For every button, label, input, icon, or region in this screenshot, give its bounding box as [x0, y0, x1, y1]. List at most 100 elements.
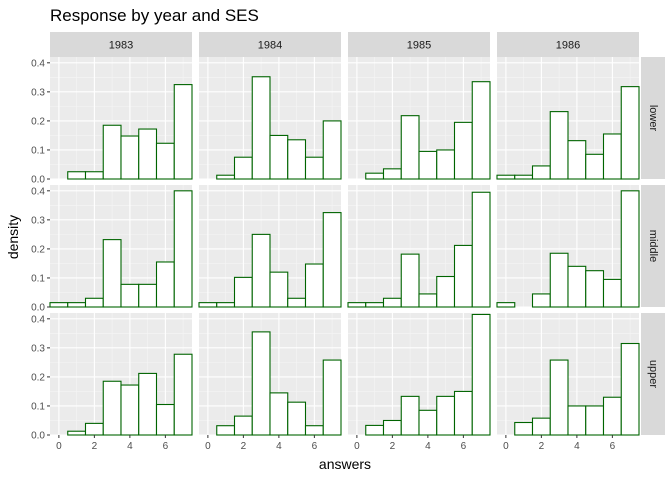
histogram-bar	[585, 270, 605, 308]
x-tick-label: 4	[127, 441, 133, 452]
facet-strip-col-1983	[50, 32, 192, 57]
histogram-bar	[198, 302, 218, 308]
histogram-bar	[155, 142, 175, 180]
histogram-bar	[173, 84, 193, 180]
histogram-bar	[453, 390, 473, 436]
x-tick-label: 2	[92, 441, 98, 452]
histogram-bar	[216, 174, 236, 180]
x-tick-label: 0	[205, 441, 211, 452]
x-tick-label: 6	[163, 441, 169, 452]
histogram-bar	[304, 425, 324, 436]
y-axis-title: density	[5, 215, 21, 259]
facet-strip-label-1984: 1984	[258, 40, 282, 52]
histogram-bar	[400, 395, 420, 436]
panel-lower-1984	[199, 57, 342, 180]
histogram-bar	[67, 430, 87, 436]
histogram-bar	[102, 124, 122, 180]
y-tick-label: 0.0	[31, 303, 45, 314]
x-tick-label: 0	[56, 441, 62, 452]
histogram-bar	[138, 372, 158, 436]
facet-strip-label-lower: lower	[647, 105, 659, 132]
histogram-bar	[67, 302, 87, 308]
histogram-bar	[269, 392, 289, 436]
panel-middle-1986	[496, 185, 640, 308]
y-tick-label: 0.4	[31, 314, 45, 325]
x-tick-label: 2	[241, 441, 247, 452]
histogram-bar	[418, 409, 438, 436]
histogram-bar	[251, 76, 271, 180]
histogram-bar	[67, 171, 87, 180]
histogram-bar	[436, 275, 456, 308]
histogram-bar	[471, 81, 491, 180]
histogram-bar	[233, 156, 253, 180]
x-tick-label: 6	[461, 441, 467, 452]
y-tick-label: 0.1	[31, 145, 45, 156]
histogram-bar	[120, 135, 140, 180]
x-tick-label: 4	[574, 441, 580, 452]
histogram-bar	[365, 172, 385, 180]
y-tick-label: 0.3	[31, 87, 45, 98]
histogram-bar	[549, 359, 569, 436]
histogram-bar	[287, 139, 307, 180]
histogram-bar	[382, 419, 402, 436]
histogram-bar	[269, 134, 289, 180]
histogram-bar	[436, 149, 456, 180]
histogram-bar	[400, 253, 420, 308]
chart-title: Response by year and SES	[50, 6, 259, 25]
histogram-bar	[138, 128, 158, 180]
panel-lower-1986	[496, 57, 640, 180]
histogram-bar	[382, 297, 402, 308]
histogram-bar	[287, 401, 307, 436]
x-tick-label: 2	[390, 441, 396, 452]
histogram-bar	[347, 302, 367, 308]
y-tick-label: 0.1	[31, 401, 45, 412]
x-axis-title: answers	[319, 456, 371, 472]
histogram-bar	[620, 190, 640, 308]
facet-strip-row-middle	[641, 185, 665, 307]
histogram-bar	[453, 244, 473, 308]
histogram-bar	[585, 153, 605, 180]
histogram-bar	[549, 252, 569, 308]
x-tick-label: 4	[425, 441, 431, 452]
facet-strip-label-1986: 1986	[556, 40, 580, 52]
histogram-bar	[585, 405, 605, 436]
facet-strip-label-1985: 1985	[407, 40, 431, 52]
facet-panels: 1983 1984 1985 1986lowermiddleupper0.00.10.…	[31, 32, 665, 452]
panel-upper-1984: 0 2 4 6	[199, 313, 342, 452]
y-tick-label: 0.2	[31, 372, 45, 383]
y-tick-label: 0.3	[31, 343, 45, 354]
histogram-bar	[84, 171, 104, 180]
histogram-bar	[269, 271, 289, 308]
histogram-bar	[365, 302, 385, 308]
histogram-bar	[365, 424, 385, 436]
panel-upper-1983: 0.0 0.1 0.2 0.3 0.4 0 2 4 6	[31, 313, 193, 452]
histogram-bar	[138, 283, 158, 308]
histogram-bar	[418, 293, 438, 308]
histogram-bar	[322, 359, 342, 436]
facet-strip-label-1983: 1983	[109, 40, 133, 52]
y-tick-label: 0.4	[31, 186, 45, 197]
y-tick-label: 0.3	[31, 215, 45, 226]
histogram-bar	[531, 165, 551, 180]
y-tick-label: 0.0	[31, 431, 45, 442]
histogram-bar	[173, 190, 193, 308]
histogram-bar	[453, 121, 473, 180]
histogram-bar	[102, 239, 122, 308]
panel-lower-1985	[348, 57, 491, 180]
x-tick-label: 0	[503, 441, 509, 452]
histogram-bar	[382, 168, 402, 180]
histogram-bar	[602, 133, 622, 180]
histogram-bar	[620, 86, 640, 180]
panel-middle-1985	[347, 185, 491, 308]
x-tick-label: 6	[610, 441, 616, 452]
histogram-bar	[567, 265, 587, 308]
histogram-bar	[216, 425, 236, 436]
histogram-bar	[471, 313, 491, 436]
histogram-bar	[233, 276, 253, 308]
histogram-bar	[304, 156, 324, 180]
histogram-bar	[418, 150, 438, 180]
x-tick-label: 2	[539, 441, 545, 452]
histogram-bar	[620, 342, 640, 436]
facet-strip-row-lower	[641, 57, 665, 179]
histogram-bar	[251, 331, 271, 436]
